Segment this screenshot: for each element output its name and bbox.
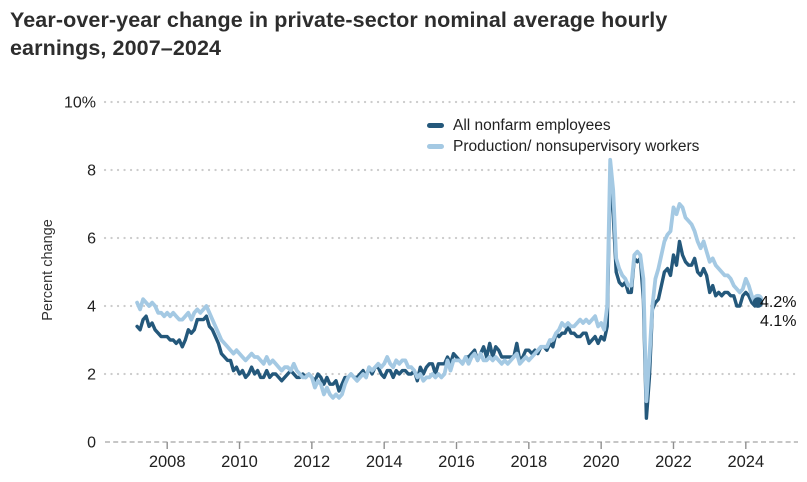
- x-tick-label-2008: 2008: [149, 453, 186, 471]
- y-tick-label-8: 8: [87, 163, 96, 180]
- end-dot-all-nonfarm: [752, 297, 764, 308]
- x-tick-label-2014: 2014: [366, 453, 403, 471]
- series-line-production: [135, 157, 760, 404]
- legend-item-production: Production/ nonsupervisory workers: [427, 136, 699, 157]
- legend-item-all-nonfarm: All nonfarm employees: [427, 115, 699, 136]
- legend-label-production: Production/ nonsupervisory workers: [453, 137, 700, 155]
- x-tick-label-2012: 2012: [293, 453, 330, 471]
- x-tick-label-2022: 2022: [655, 453, 692, 471]
- y-tick-label-4: 4: [87, 299, 96, 316]
- legend-swatch-dark-line-icon: [427, 123, 444, 128]
- y-tick-label-6: 6: [87, 231, 96, 248]
- x-tick-label-2010: 2010: [221, 453, 258, 471]
- legend: All nonfarm employees Production/ nonsup…: [427, 115, 699, 157]
- chart-title-line2: earnings, 2007–2024: [10, 36, 222, 60]
- chart-title-line1: Year-over-year change in private-sector …: [10, 8, 668, 32]
- x-tick-label-2024: 2024: [727, 453, 764, 471]
- x-tick-label-2016: 2016: [438, 453, 475, 471]
- x-tick-label-2018: 2018: [510, 453, 547, 471]
- y-tick-label-0: 0: [87, 435, 96, 452]
- legend-label-all-nonfarm: All nonfarm employees: [453, 116, 611, 134]
- x-tick-label-2020: 2020: [583, 453, 620, 471]
- end-value-label-all-nonfarm: 4.1%: [760, 313, 797, 330]
- y-tick-label-2: 2: [87, 367, 96, 384]
- end-value-label-production: 4.2%: [760, 294, 797, 311]
- legend-swatch-light-line-icon: [427, 144, 444, 149]
- series-line-all-nonfarm: [135, 168, 760, 420]
- chart-title: Year-over-year change in private-sector …: [10, 6, 667, 62]
- y-tick-label-10: 10%: [64, 95, 96, 112]
